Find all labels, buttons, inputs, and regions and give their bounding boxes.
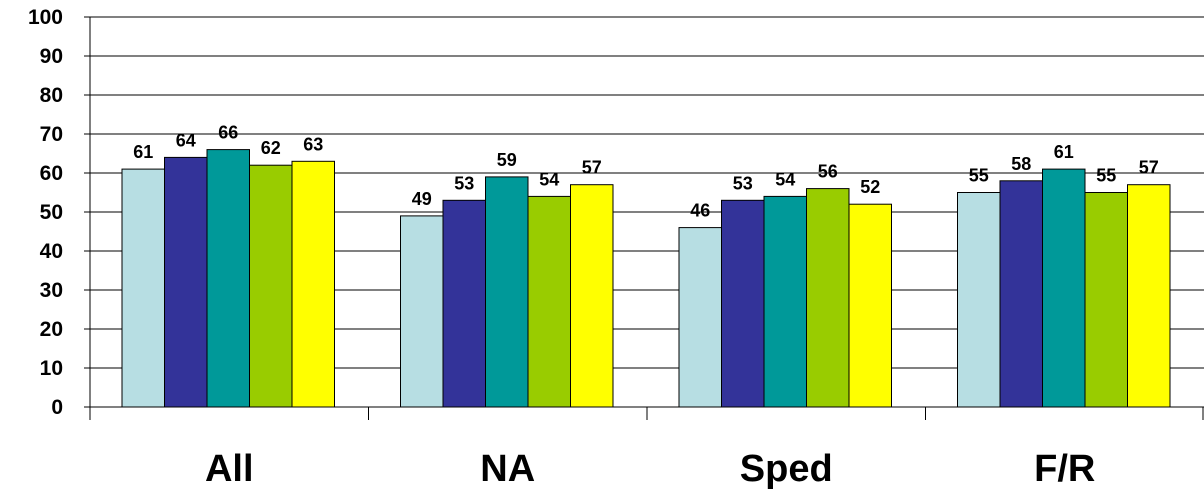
data-label-na-series-3: 59 — [497, 150, 517, 170]
data-label-all-series-1: 61 — [133, 142, 153, 162]
x-tick-label-na: NA — [480, 448, 535, 490]
data-label-all-series-3: 66 — [218, 123, 238, 143]
data-label-all-series-4: 62 — [261, 138, 281, 158]
y-tick-label-90: 90 — [40, 45, 63, 68]
bar-sped-series-5 — [848, 203, 892, 408]
x-tick-label-f-r: F/R — [1034, 448, 1095, 490]
x-tick-label-sped: Sped — [740, 448, 833, 490]
y-tick-label-20: 20 — [40, 318, 63, 341]
bar-all-series-3 — [206, 149, 250, 408]
bar-f-r-series-4 — [1084, 192, 1128, 408]
bar-sped-series-2 — [721, 199, 765, 408]
y-tick-label-80: 80 — [40, 84, 63, 107]
y-tick-label-40: 40 — [40, 240, 63, 263]
data-label-na-series-1: 49 — [412, 189, 432, 209]
bar-sped-series-3 — [763, 195, 807, 408]
y-tick-label-30: 30 — [40, 279, 63, 302]
data-label-f-r-series-1: 55 — [969, 166, 989, 186]
data-label-f-r-series-3: 61 — [1054, 142, 1074, 162]
y-tick-label-50: 50 — [40, 201, 63, 224]
bar-na-series-5 — [570, 184, 614, 408]
labels: 0 10 20 30 40 50 60 70 80 90 100 61 64 66 62 63 All 49 53 5… — [28, 6, 1159, 490]
bar-f-r-series-3 — [1042, 168, 1086, 408]
data-label-f-r-series-2: 58 — [1011, 154, 1031, 174]
data-label-sped-series-2: 53 — [733, 173, 753, 193]
bar-f-r-series-2 — [999, 180, 1043, 408]
y-tick-label-10: 10 — [40, 357, 63, 380]
x-tick-label-all: All — [205, 448, 254, 490]
y-tick-label-100: 100 — [28, 6, 63, 29]
y-tick-label-60: 60 — [40, 162, 63, 185]
data-label-f-r-series-4: 55 — [1096, 166, 1116, 186]
data-label-f-r-series-5: 57 — [1139, 158, 1159, 178]
data-label-sped-series-3: 54 — [775, 169, 795, 189]
data-label-na-series-2: 53 — [454, 173, 474, 193]
data-label-all-series-5: 63 — [303, 134, 323, 154]
bar-na-series-2 — [442, 199, 486, 408]
bar-all-series-4 — [249, 164, 293, 408]
data-label-na-series-5: 57 — [582, 158, 602, 178]
data-label-sped-series-4: 56 — [818, 162, 838, 182]
y-tick-label-0: 0 — [51, 396, 63, 419]
bar-f-r-series-1 — [957, 192, 1001, 408]
bar-na-series-4 — [527, 195, 571, 408]
bar-f-r-series-5 — [1127, 184, 1171, 408]
bar-all-series-5 — [291, 160, 335, 408]
bar-all-series-1 — [121, 168, 165, 408]
y-tick-label-70: 70 — [40, 123, 63, 146]
bar-sped-series-1 — [678, 227, 722, 408]
bar-na-series-3 — [485, 176, 529, 408]
data-label-na-series-4: 54 — [539, 169, 559, 189]
data-label-sped-series-5: 52 — [860, 177, 880, 197]
bar-all-series-2 — [164, 156, 208, 408]
bar-na-series-1 — [400, 215, 444, 408]
axes — [84, 16, 1204, 420]
data-label-sped-series-1: 46 — [690, 201, 710, 221]
bar-sped-series-4 — [806, 188, 850, 408]
data-label-all-series-2: 64 — [176, 130, 196, 150]
